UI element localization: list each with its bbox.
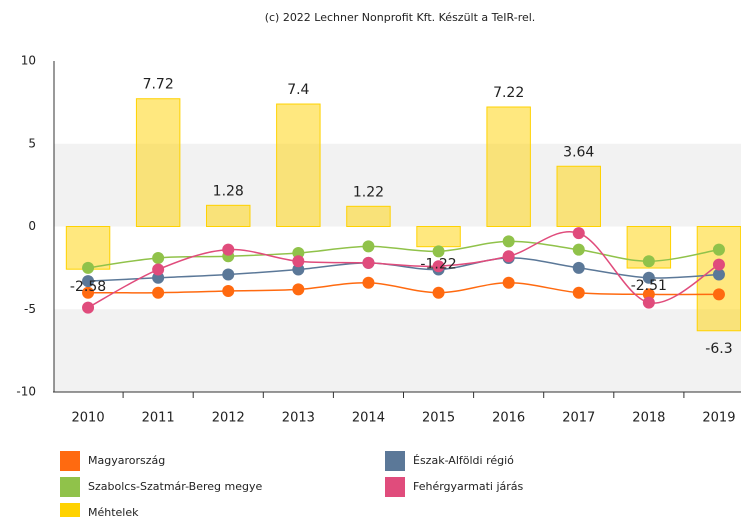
marker [642, 288, 655, 301]
bar [206, 204, 251, 227]
marker [152, 286, 165, 299]
bar [556, 165, 601, 227]
marker [502, 250, 515, 263]
x-tick-label: 2015 [422, 411, 455, 426]
legend-swatch [60, 477, 80, 497]
marker [712, 288, 725, 301]
bar [486, 106, 531, 227]
marker [292, 283, 305, 296]
bar [276, 103, 321, 227]
marker [572, 261, 585, 274]
marker [152, 251, 165, 264]
data-label: 7.72 [143, 77, 174, 93]
bar [416, 226, 461, 248]
marker [222, 268, 235, 281]
y-tick-label: -5 [24, 302, 36, 316]
marker [712, 243, 725, 256]
data-label: 3.64 [563, 144, 594, 160]
marker [572, 243, 585, 256]
marker [572, 286, 585, 299]
marker [82, 261, 95, 274]
plot-area [54, 98, 741, 392]
x-tick-label: 2017 [562, 411, 595, 426]
data-label: -2.51 [631, 278, 667, 294]
x-tick-label: 2019 [702, 411, 735, 426]
marker [82, 275, 95, 288]
x-tick-label: 2013 [282, 411, 315, 426]
marker [222, 285, 235, 298]
legend-label: Észak-Alföldi régió [413, 454, 514, 467]
x-tick-label: 2012 [212, 411, 245, 426]
data-label: -6.3 [705, 341, 732, 357]
x-tick-label: 2011 [142, 411, 175, 426]
line [87, 230, 720, 309]
marker [82, 301, 95, 314]
marker [572, 227, 585, 240]
marker [82, 286, 95, 299]
x-tick-label: 2016 [492, 411, 525, 426]
marker [292, 263, 305, 276]
marker [432, 245, 445, 258]
line [88, 282, 719, 296]
legend-swatch [60, 503, 80, 517]
data-label: -2.58 [70, 279, 106, 295]
legend-label: Szabolcs-Szatmár-Bereg megye [88, 480, 262, 493]
legend-swatch [385, 451, 405, 471]
marker [292, 255, 305, 268]
data-label: 7.22 [493, 85, 524, 101]
legend-swatch [60, 451, 80, 471]
line [87, 240, 720, 269]
y-tick-label: -10 [16, 385, 36, 399]
line [88, 257, 719, 282]
marker [362, 240, 375, 253]
legend-label: Méhtelek [88, 506, 139, 517]
marker [222, 243, 235, 256]
legend-swatch [385, 477, 405, 497]
y-tick-label: 0 [28, 219, 36, 233]
marker [502, 276, 515, 289]
marker [642, 255, 655, 268]
x-tick-label: 2018 [632, 411, 665, 426]
x-tick-label: 2014 [352, 411, 385, 426]
legend-label: Magyarország [88, 454, 165, 467]
bar [346, 205, 391, 228]
x-tick-label: 2010 [72, 411, 105, 426]
marker [152, 271, 165, 284]
marker [642, 271, 655, 284]
marker [712, 268, 725, 281]
credits: (c) 2022 Lechner Nonprofit Kft. Készült … [265, 11, 536, 24]
data-label: 7.4 [287, 82, 309, 98]
marker [152, 263, 165, 276]
marker [642, 296, 655, 309]
marker [432, 260, 445, 273]
marker [502, 235, 515, 248]
bar [135, 98, 181, 227]
marker [712, 258, 725, 271]
data-label: -1.22 [420, 257, 456, 273]
y-tick-label: 5 [28, 136, 36, 150]
data-label: 1.22 [353, 184, 384, 200]
marker [362, 256, 375, 269]
marker [432, 286, 445, 299]
y-tick-label: 10 [21, 54, 36, 68]
legend-label: Fehérgyarmati járás [413, 480, 524, 493]
data-label: 1.28 [213, 183, 244, 199]
marker [292, 246, 305, 259]
plot-band [54, 309, 741, 392]
marker [362, 276, 375, 289]
